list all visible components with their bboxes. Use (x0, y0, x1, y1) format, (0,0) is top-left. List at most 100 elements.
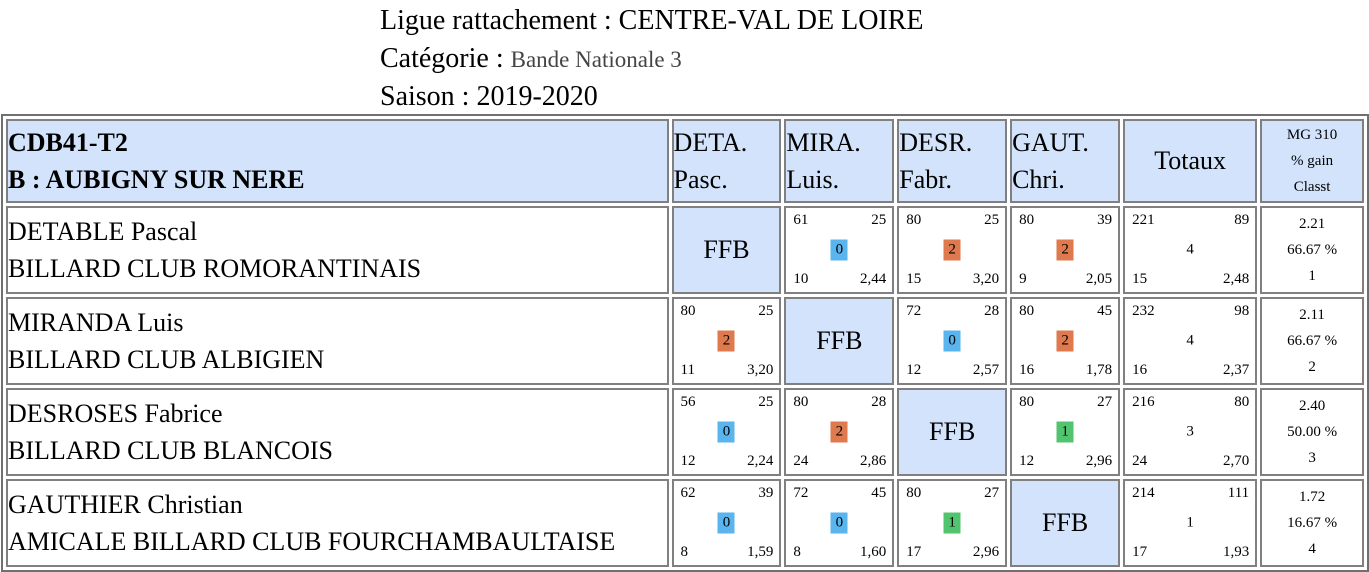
stats-cell: 2.21 66.67 % 1 (1260, 206, 1364, 294)
player-col-header: MIRA. Luis. (784, 119, 895, 203)
match-points: 80 (906, 212, 922, 228)
match-innings: 9 (1019, 271, 1027, 287)
match-result-badge: 2 (830, 421, 848, 443)
classt-value: 1 (1308, 268, 1316, 284)
match-innings: 11 (680, 362, 695, 378)
match-average: 3,20 (747, 362, 774, 378)
player-col-header: DESR. Fabr. (897, 119, 1008, 203)
classt-value: 2 (1308, 359, 1316, 375)
classt-value: 4 (1308, 541, 1316, 557)
totals-match-points: 4 (1186, 241, 1194, 258)
totals-match-points: 3 (1186, 423, 1194, 440)
ligue-label: Ligue rattachement : (380, 5, 619, 36)
player-cell: DESROSES Fabrice BILLARD CLUB BLANCOIS (6, 388, 669, 476)
match-points: 80 (906, 485, 922, 501)
player-cell: GAUTHIER Christian AMICALE BILLARD CLUB F… (6, 479, 669, 567)
match-points: 72 (793, 485, 809, 501)
match-result-badge: 2 (717, 330, 735, 352)
match-score: 45 (1097, 303, 1113, 319)
match-result-badge: 0 (717, 512, 735, 534)
stats-cell: 2.11 66.67 % 2 (1260, 297, 1364, 385)
match-cell: 72 28 0 12 2,57 (897, 297, 1008, 385)
team-name: B : AUBIGNY SUR NERE (8, 165, 305, 194)
match-points: 80 (1019, 212, 1035, 228)
totals-average: 2,48 (1222, 271, 1250, 287)
totals-points: 232 (1132, 303, 1155, 319)
classt-value: 3 (1308, 450, 1316, 466)
match-cell: 80 27 1 12 2,96 (1010, 388, 1121, 476)
player-col-abbr: DETA. (673, 128, 748, 157)
player-club: BILLARD CLUB ROMORANTINAIS (8, 254, 422, 283)
totals-match-points: 4 (1186, 332, 1194, 349)
match-innings: 24 (793, 453, 809, 469)
match-cell: 72 45 0 8 1,60 (784, 479, 895, 567)
totals-score: 80 (1234, 394, 1250, 410)
totals-cell: 214 111 1 17 1,93 (1123, 479, 1258, 567)
totals-points: 216 (1132, 394, 1155, 410)
match-average: 2,05 (1085, 271, 1113, 287)
categorie-line: Catégorie : Bande Nationale 3 (380, 40, 924, 79)
match-cell: 80 39 2 9 2,05 (1010, 206, 1121, 294)
match-average: 2,24 (747, 453, 774, 469)
saison-label: Saison : (380, 81, 477, 112)
ffb-cell: FFB (897, 388, 1008, 476)
player-club: AMICALE BILLARD CLUB FOURCHAMBAULTAISE (8, 527, 616, 556)
match-score: 27 (1097, 394, 1113, 410)
match-innings: 12 (1019, 453, 1035, 469)
match-innings: 10 (793, 271, 809, 287)
table-row: DETABLE Pascal BILLARD CLUB ROMORANTINAIS… (6, 206, 1364, 294)
player-col-header: DETA. Pasc. (671, 119, 782, 203)
totals-points: 214 (1132, 485, 1155, 501)
gain-value: 16.67 % (1287, 515, 1338, 531)
mg-value: 2.11 (1299, 307, 1325, 323)
totals-points: 221 (1132, 212, 1155, 228)
match-points: 80 (1019, 303, 1035, 319)
match-innings: 8 (793, 544, 801, 560)
match-score: 28 (871, 394, 887, 410)
match-points: 62 (680, 485, 696, 501)
player-col-first: Luis. (786, 165, 840, 194)
match-score: 25 (871, 212, 887, 228)
match-result-badge: 2 (1056, 239, 1074, 261)
table-header-row: CDB41-T2 B : AUBIGNY SUR NERE DETA. Pasc.… (6, 119, 1364, 203)
ffb-cell: FFB (671, 206, 782, 294)
match-result-badge: 0 (830, 239, 848, 261)
player-cell: MIRANDA Luis BILLARD CLUB ALBIGIEN (6, 297, 669, 385)
ffb-cell: FFB (1010, 479, 1121, 567)
match-average: 2,86 (860, 453, 887, 469)
player-cell: DETABLE Pascal BILLARD CLUB ROMORANTINAIS (6, 206, 669, 294)
match-cell: 80 25 2 15 3,20 (897, 206, 1008, 294)
totals-innings: 17 (1132, 544, 1148, 560)
table-row: DESROSES Fabrice BILLARD CLUB BLANCOIS 56 2… (6, 388, 1364, 476)
match-cell: 61 25 0 10 2,44 (784, 206, 895, 294)
match-cell: 80 45 2 16 1,78 (1010, 297, 1121, 385)
match-points: 80 (793, 394, 809, 410)
match-average: 2,96 (1085, 453, 1113, 469)
match-average: 2,96 (972, 544, 1000, 560)
totals-score: 111 (1227, 485, 1250, 501)
totals-match-points: 1 (1186, 514, 1194, 531)
totals-header: Totaux (1123, 119, 1258, 203)
match-average: 1,59 (747, 544, 774, 560)
match-result-badge: 2 (943, 239, 961, 261)
match-points: 56 (680, 394, 696, 410)
match-innings: 12 (680, 453, 696, 469)
match-score: 25 (984, 212, 1000, 228)
match-points: 80 (680, 303, 696, 319)
totals-cell: 232 98 4 16 2,37 (1123, 297, 1258, 385)
match-innings: 12 (906, 362, 922, 378)
totals-innings: 24 (1132, 453, 1148, 469)
gain-header-label: % gain (1291, 153, 1334, 169)
totals-cell: 221 89 4 15 2,48 (1123, 206, 1258, 294)
categorie-value: Bande Nationale 3 (510, 46, 682, 72)
player-club: BILLARD CLUB ALBIGIEN (8, 345, 325, 374)
team-code: CDB41-T2 (8, 128, 128, 157)
match-score: 45 (871, 485, 887, 501)
match-score: 25 (758, 394, 774, 410)
gain-value: 66.67 % (1287, 242, 1338, 258)
match-average: 1,78 (1085, 362, 1113, 378)
match-score: 27 (984, 485, 1000, 501)
classt-header-label: Classt (1293, 179, 1331, 195)
match-points: 61 (793, 212, 809, 228)
gain-value: 50.00 % (1287, 424, 1338, 440)
